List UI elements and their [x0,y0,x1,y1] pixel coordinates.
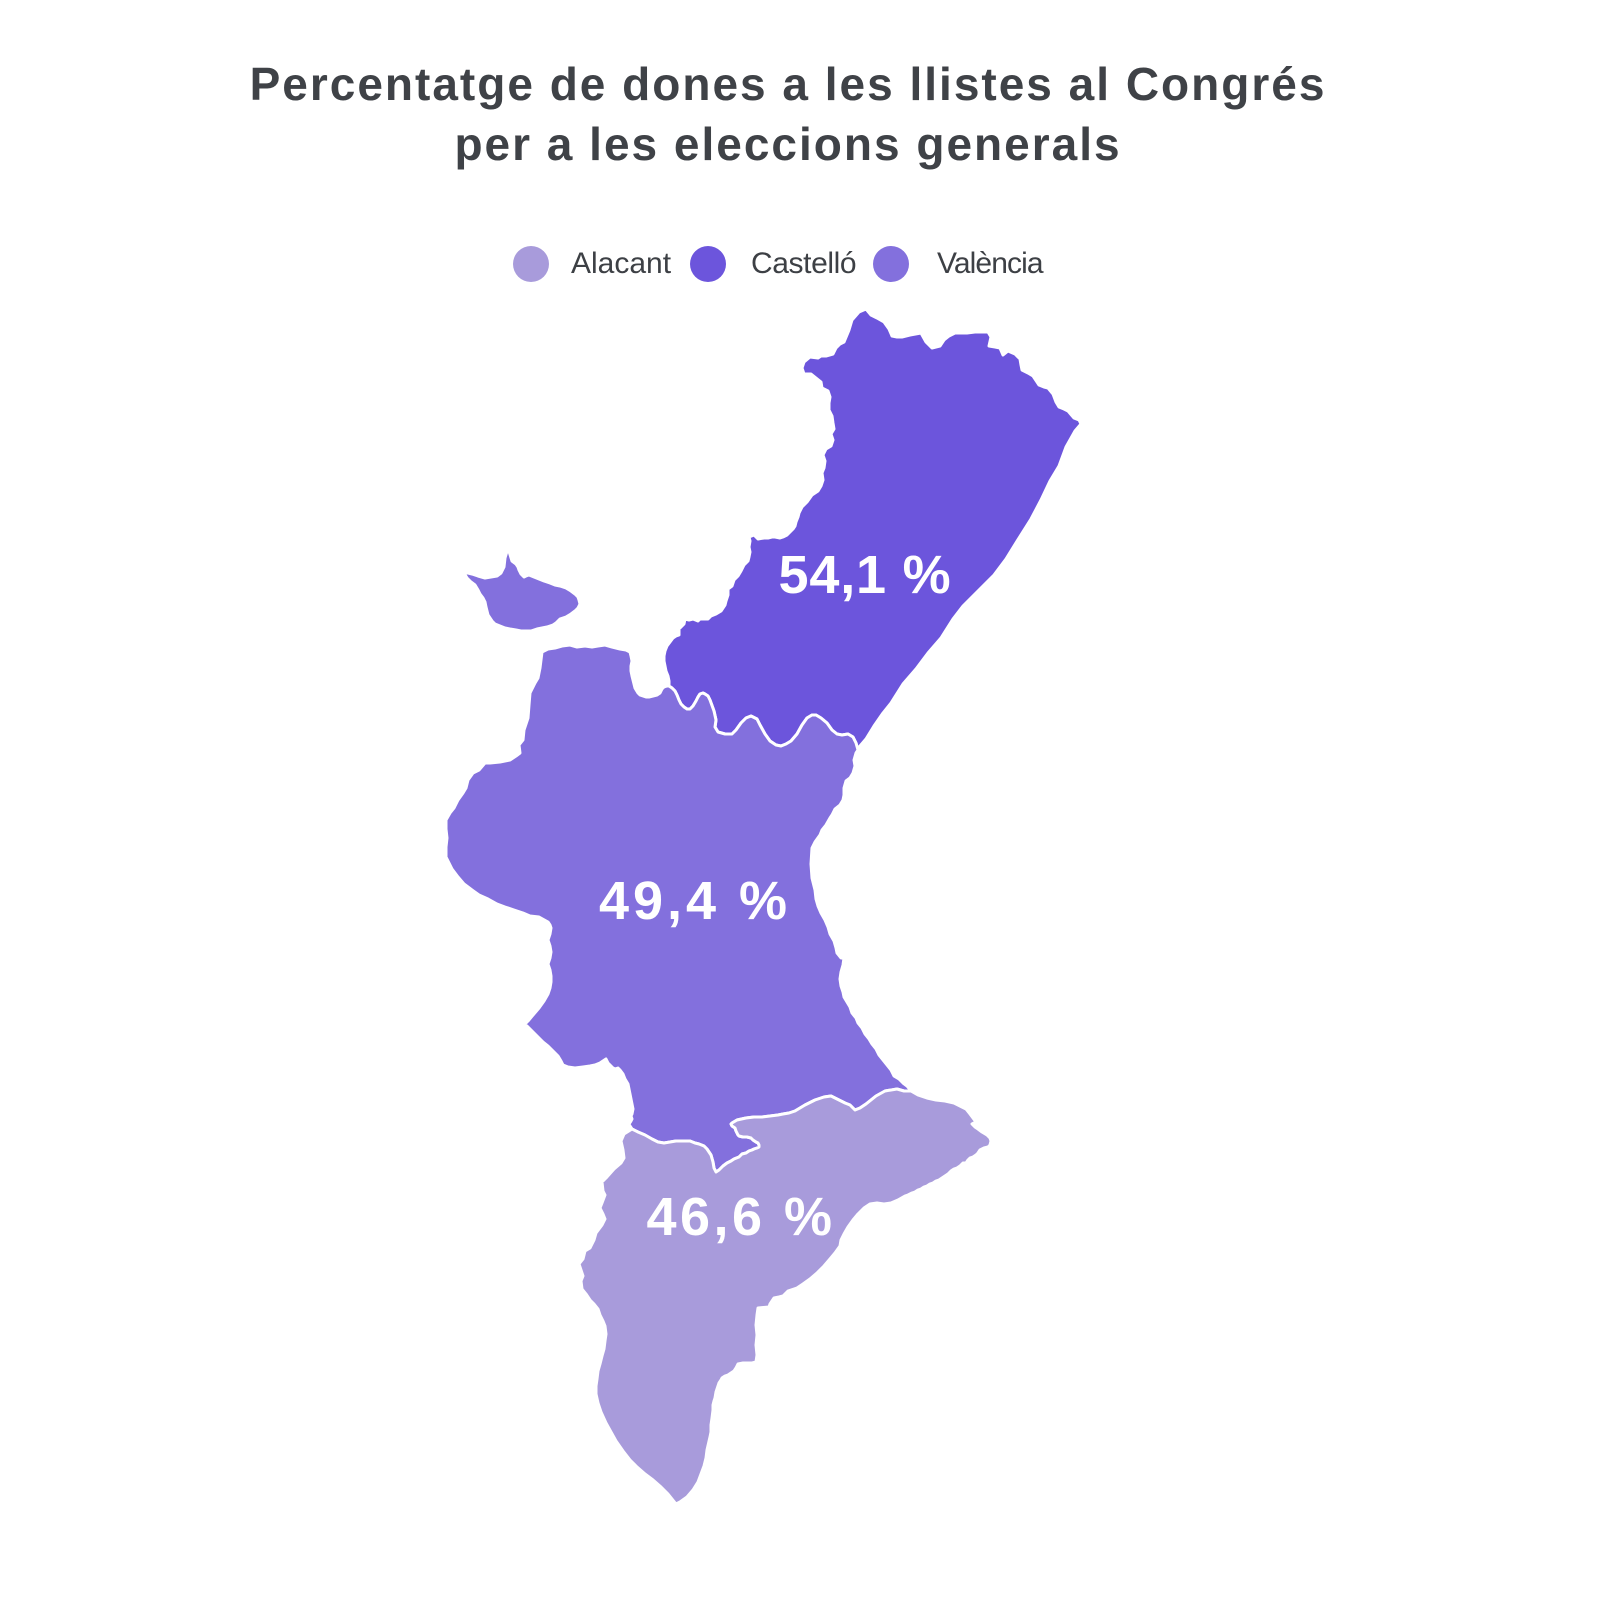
svg-text:46,6 %: 46,6 % [646,1187,835,1247]
svg-text:49,4 %: 49,4 % [599,871,791,931]
svg-text:54,1 %: 54,1 % [779,545,952,605]
